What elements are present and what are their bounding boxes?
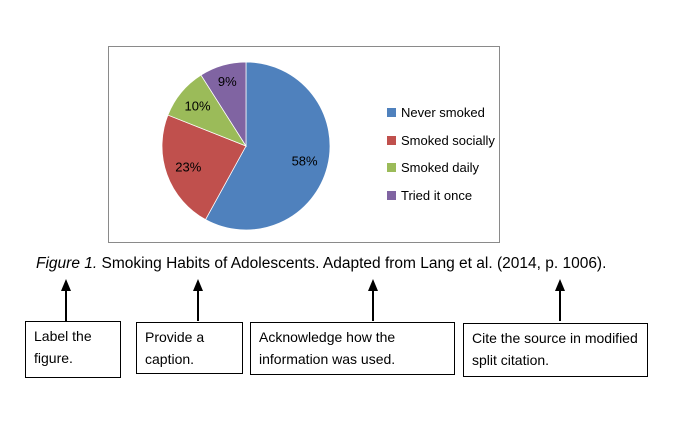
legend-swatch-icon — [387, 163, 396, 173]
callout-cite-the-source: Cite the source in modified split citati… — [463, 323, 648, 377]
up-arrow-connector-1 — [61, 279, 71, 321]
legend-swatch-icon — [387, 108, 396, 118]
up-arrow-connector-3 — [368, 279, 378, 321]
pie-data-label-1: 23% — [175, 159, 201, 174]
legend-swatch-icon — [387, 190, 396, 200]
callout-provide-a-caption: Provide a caption. — [136, 322, 243, 374]
legend-label: Smoked socially — [401, 132, 495, 148]
legend-label: Never smoked — [401, 105, 485, 121]
arrow-shaft — [197, 288, 199, 321]
legend-item-3: Tried it once — [387, 182, 495, 210]
arrowhead-up-icon — [61, 279, 71, 291]
up-arrow-connector-2 — [193, 279, 203, 321]
pie-slice-1 — [161, 114, 247, 221]
arrow-shaft — [559, 288, 561, 321]
figure-number-label: Figure 1. — [36, 255, 98, 272]
callout-text: Provide a caption. — [145, 329, 205, 367]
arrow-shaft — [65, 288, 67, 321]
legend-label: Smoked daily — [401, 160, 480, 176]
pie-chart-frame: 58% 23% 10% 9% Never smoked Smoked socially S… — [108, 46, 500, 243]
callout-label-the-figure: Label the figure. — [25, 321, 121, 378]
callout-text: Acknowledge how the information was used… — [259, 329, 396, 367]
arrowhead-up-icon — [193, 279, 203, 291]
figure-caption: Figure 1. Smoking Habits of Adolescents.… — [36, 255, 606, 273]
pie-slice-3 — [200, 61, 247, 148]
legend-item-0: Never smoked — [387, 99, 495, 127]
callout-text: Label the figure. — [34, 328, 92, 366]
chart-legend: Never smoked Smoked socially Smoked daily T… — [387, 99, 495, 209]
arrow-shaft — [372, 288, 374, 321]
pie-slice-0 — [205, 61, 331, 231]
pie-chart: 58% 23% 10% 9% — [161, 61, 331, 231]
up-arrow-connector-4 — [555, 279, 565, 321]
callout-acknowledge-information-use: Acknowledge how the information was used… — [250, 322, 455, 375]
arrowhead-up-icon — [555, 279, 565, 291]
legend-item-1: Smoked socially — [387, 127, 495, 155]
pie-data-label-0: 58% — [292, 154, 318, 169]
pie-data-label-3: 9% — [218, 74, 237, 89]
caption-text: Smoking Habits of Adolescents. Adapted f… — [97, 255, 607, 272]
pie-data-label-2: 10% — [184, 98, 210, 113]
legend-swatch-icon — [387, 135, 396, 145]
legend-item-2: Smoked daily — [387, 154, 495, 182]
callout-text: Cite the source in modified split citati… — [472, 330, 638, 368]
arrowhead-up-icon — [368, 279, 378, 291]
legend-label: Tried it once — [401, 187, 473, 203]
